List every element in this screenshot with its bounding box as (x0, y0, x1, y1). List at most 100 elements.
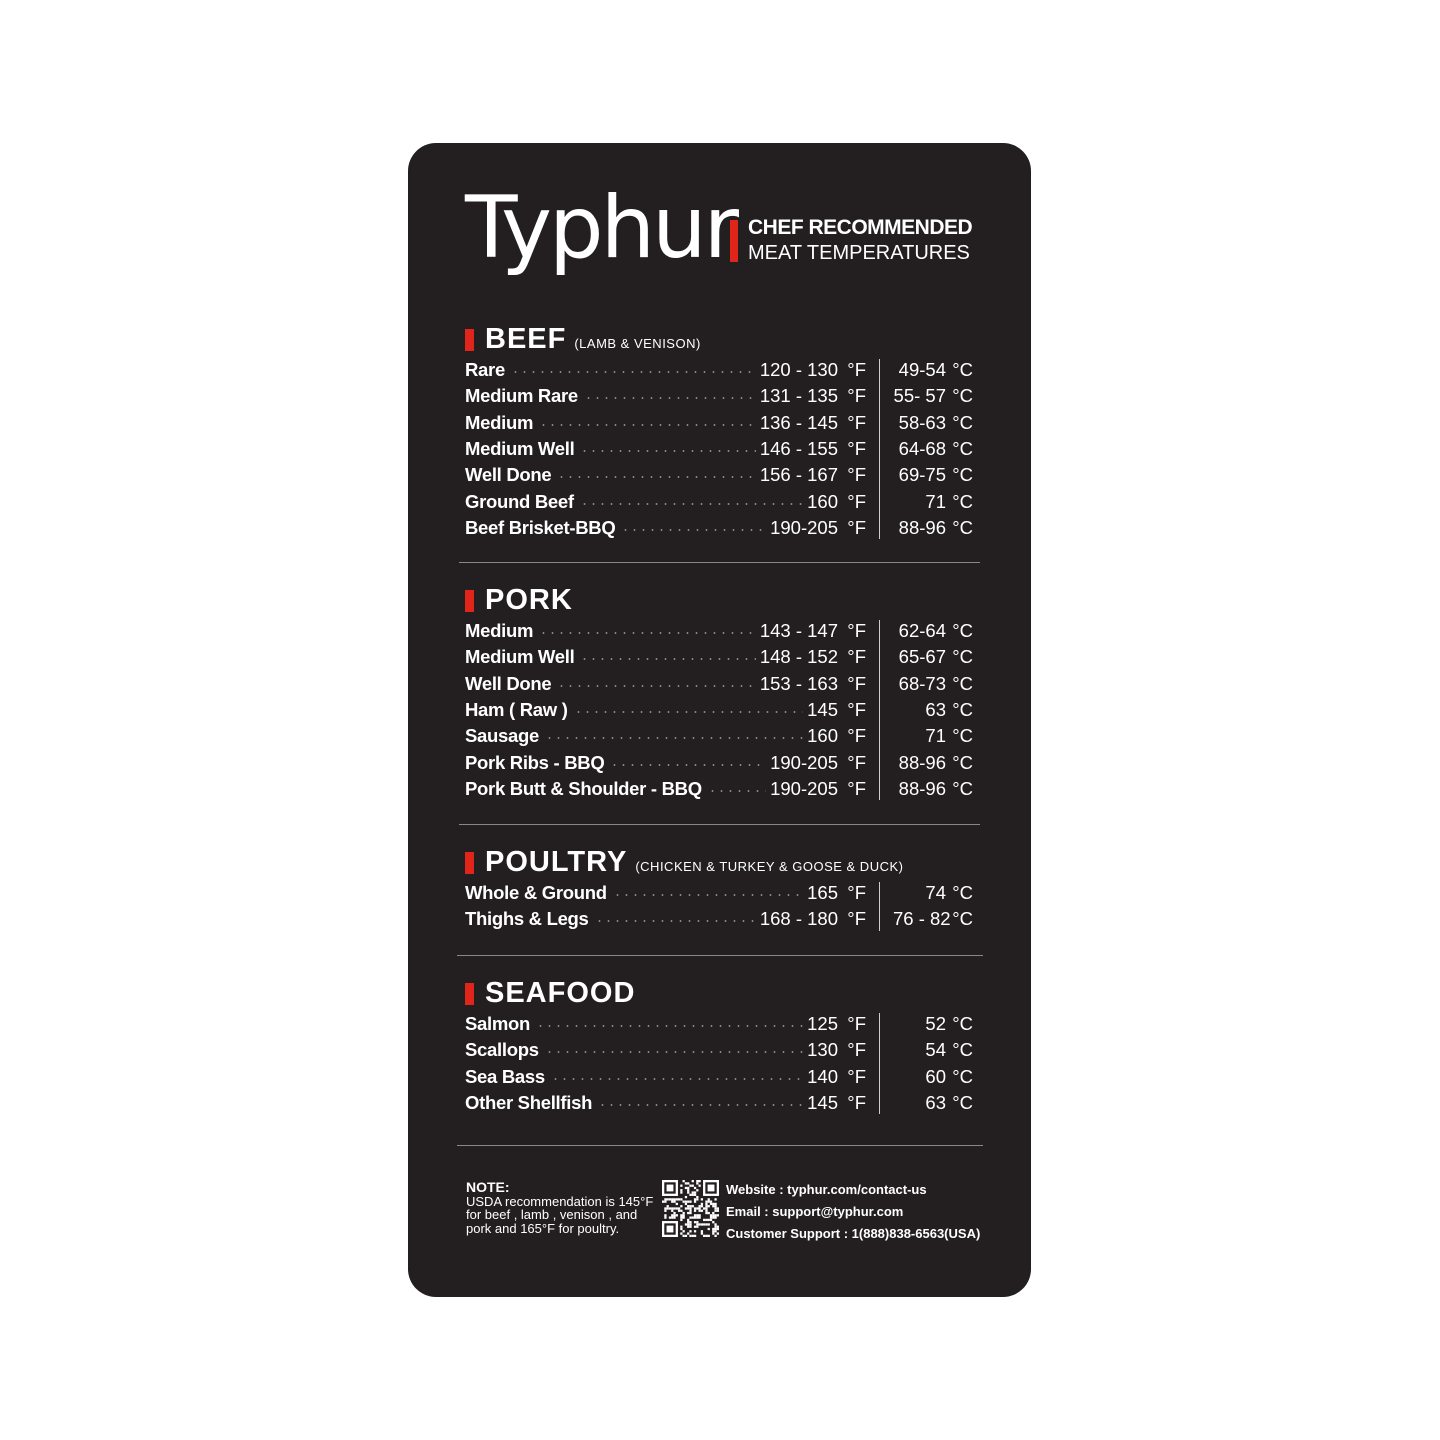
section-subtitle: (CHICKEN & TURKEY & GOOSE & DUCK) (635, 859, 904, 874)
fahrenheit-value: 148 - 152 (759, 646, 838, 668)
meat-doneness: Ham ( Raw ) (465, 699, 568, 721)
website-text[interactable]: Website : typhur.com/contact-us (726, 1182, 927, 1197)
celsius-value: 68-73 (898, 672, 946, 694)
temperature-row: Medium Well 148 - 152 °F 65-67 °C (465, 644, 973, 670)
meat-doneness: Medium Well (465, 438, 575, 460)
meat-doneness: Medium Well (465, 646, 575, 668)
dotted-leader (579, 502, 804, 505)
fahrenheit-unit: °F (847, 646, 866, 668)
meat-doneness: Salmon (465, 1013, 531, 1035)
celsius-unit: °C (952, 1092, 973, 1114)
celsius-unit: °C (952, 516, 973, 538)
divider (457, 1145, 983, 1146)
fahrenheit-value: 190-205 (770, 751, 838, 773)
temperature-row: Whole & Ground 165 °F 74 °C (465, 880, 973, 906)
temperature-list: Whole & Ground 165 °F 74 °C Thighs & Legs 168 … (465, 880, 973, 933)
dotted-leader (598, 1104, 804, 1107)
temperature-row: Thighs & Legs 168 - 180 °F 76 - 82 °C (465, 906, 973, 932)
meat-doneness: Ground Beef (465, 490, 574, 512)
celsius-value: 49-54 (898, 359, 946, 381)
fahrenheit-unit: °F (847, 751, 866, 773)
fahrenheit-value: 145 (807, 699, 838, 721)
temperature-row: Ground Beef 160 °F 71 °C (465, 488, 973, 514)
celsius-value: 74 (925, 882, 946, 904)
fahrenheit-value: 145 (807, 1092, 838, 1114)
tagline-subtitle: MEAT TEMPERATURES (748, 242, 970, 264)
dotted-leader (539, 423, 756, 426)
fahrenheit-unit: °F (847, 1092, 866, 1114)
celsius-unit: °C (952, 620, 973, 642)
dotted-leader (557, 476, 756, 479)
temperature-row: Sea Bass 140 °F 60 °C (465, 1064, 973, 1090)
meat-doneness: Well Done (465, 672, 552, 694)
celsius-value: 88-96 (898, 516, 946, 538)
dotted-leader (510, 371, 756, 374)
accent-bar (465, 852, 474, 874)
column-divider (879, 882, 880, 931)
celsius-unit: °C (952, 411, 973, 433)
celsius-value: 52 (925, 1013, 946, 1035)
dotted-leader (539, 632, 756, 635)
temperature-row: Pork Ribs - BBQ 190-205 °F 88-96 °C (465, 749, 973, 775)
celsius-unit: °C (952, 1065, 973, 1087)
fahrenheit-value: 160 (807, 725, 838, 747)
section-header: POULTRY (CHICKEN & TURKEY & GOOSE & DUCK) (465, 846, 985, 880)
celsius-value: 88-96 (898, 751, 946, 773)
temperature-row: Scallops 130 °F 54 °C (465, 1037, 973, 1063)
celsius-value: 60 (925, 1065, 946, 1087)
celsius-unit: °C (952, 385, 973, 407)
section-header: PORK (465, 584, 985, 618)
fahrenheit-value: 120 - 130 (759, 359, 838, 381)
email-text[interactable]: Email : support@typhur.com (726, 1204, 904, 1219)
divider (459, 824, 980, 825)
meat-doneness: Pork Butt & Shoulder - BBQ (465, 777, 702, 799)
section-header: SEAFOOD (465, 977, 985, 1011)
dotted-leader (707, 789, 767, 792)
note-text: USDA recommendation is 145°F for beef , … (466, 1193, 654, 1236)
temperature-row: Salmon 125 °F 52 °C (465, 1011, 973, 1037)
celsius-unit: °C (952, 1013, 973, 1035)
celsius-value: 63 (925, 1092, 946, 1114)
temperature-row: Well Done 153 - 163 °F 68-73 °C (465, 671, 973, 697)
section-title: POULTRY (485, 846, 628, 878)
fahrenheit-value: 165 (807, 882, 838, 904)
note-title: NOTE: (466, 1179, 510, 1195)
celsius-unit: °C (952, 1039, 973, 1061)
temperature-list: Medium 143 - 147 °F 62-64 °C Medium Well 148 -… (465, 618, 973, 802)
temperature-row: Well Done 156 - 167 °F 69-75 °C (465, 462, 973, 488)
celsius-unit: °C (952, 646, 973, 668)
accent-bar (465, 590, 474, 612)
fahrenheit-unit: °F (847, 411, 866, 433)
section-title: BEEF (485, 323, 567, 355)
temperature-card: Typhur CHEF RECOMMENDED MEAT TEMPERATURE… (408, 143, 1031, 1297)
fahrenheit-value: 190-205 (770, 777, 838, 799)
fahrenheit-unit: °F (847, 908, 866, 930)
qr-code-icon[interactable] (662, 1180, 719, 1237)
meat-doneness: Rare (465, 359, 505, 381)
fahrenheit-value: 160 (807, 490, 838, 512)
meat-doneness: Scallops (465, 1039, 539, 1061)
dotted-leader (573, 711, 804, 714)
fahrenheit-value: 153 - 163 (759, 672, 838, 694)
section-subtitle: (LAMB & VENISON) (574, 336, 701, 351)
accent-bar (730, 220, 738, 262)
celsius-unit: °C (952, 438, 973, 460)
usda-note: NOTE: USDA recommendation is 145°F for b… (466, 1179, 656, 1236)
temperature-row: Ham ( Raw ) 145 °F 63 °C (465, 697, 973, 723)
dotted-leader (612, 894, 804, 897)
section-beef: BEEF (LAMB & VENISON) Rare 120 - 130 °F 49-54… (465, 323, 985, 541)
fahrenheit-unit: °F (847, 359, 866, 381)
meat-doneness: Sausage (465, 725, 539, 747)
meat-doneness: Thighs & Legs (465, 908, 589, 930)
temperature-row: Beef Brisket-BBQ 190-205 °F 88-96 °C (465, 515, 973, 541)
temperature-row: Pork Butt & Shoulder - BBQ 190-205 °F 88-96… (465, 776, 973, 802)
dotted-leader (583, 397, 756, 400)
fahrenheit-value: 130 (807, 1039, 838, 1061)
celsius-unit: °C (952, 464, 973, 486)
fahrenheit-value: 156 - 167 (759, 464, 838, 486)
temperature-row: Medium 143 - 147 °F 62-64 °C (465, 618, 973, 644)
fahrenheit-value: 146 - 155 (759, 438, 838, 460)
temperature-row: Sausage 160 °F 71 °C (465, 723, 973, 749)
meat-doneness: Other Shellfish (465, 1092, 593, 1114)
section-header: BEEF (LAMB & VENISON) (465, 323, 985, 357)
